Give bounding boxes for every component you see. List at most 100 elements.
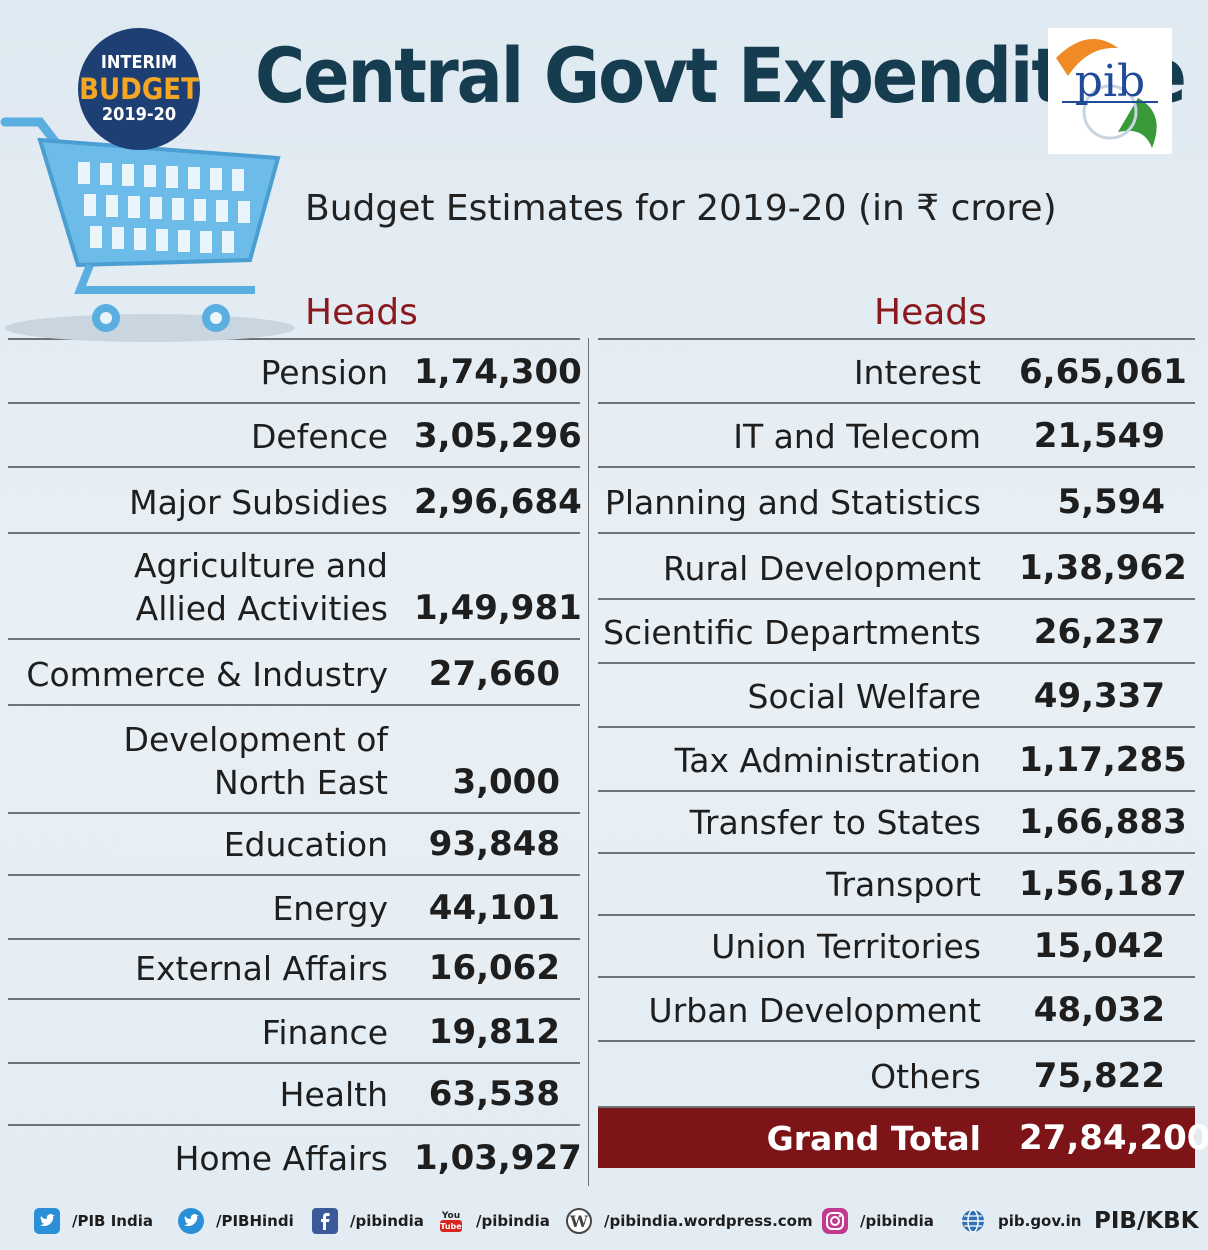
svg-text:You: You (441, 1211, 460, 1221)
table-row: Others 75,822 (598, 1042, 1195, 1108)
footer-link-text: /pibindia (860, 1212, 934, 1230)
table-row: Finance 19,812 (8, 1000, 580, 1064)
footer-link-youtube[interactable]: You Tube /pibindia (438, 1208, 550, 1234)
head-label: Planning and Statistics (604, 483, 981, 522)
head-label: Others (870, 1057, 981, 1096)
head-value: 19,812 (428, 1012, 560, 1052)
footer-link-facebook[interactable]: /pibindia (312, 1208, 424, 1234)
head-value: 49,337 (1033, 676, 1165, 716)
head-value: 1,17,285 (1019, 740, 1187, 780)
svg-text:Tube: Tube (440, 1222, 462, 1231)
head-value: 75,822 (1033, 1056, 1165, 1096)
table-row: Urban Development 48,032 (598, 978, 1195, 1042)
footer-link-twitter-pib-india[interactable]: /PIB India (34, 1208, 153, 1234)
table-row: Home Affairs 1,03,927 (8, 1126, 582, 1188)
head-value: 3,05,296 (414, 416, 582, 456)
head-value: 15,042 (1033, 926, 1165, 966)
head-label: Pension (260, 353, 388, 392)
footer-link-instagram[interactable]: /pibindia (822, 1208, 934, 1234)
table-row: Scientific Departments 26,237 (598, 600, 1195, 664)
table-row: Transport 1,56,187 (598, 854, 1195, 916)
head-value: 1,49,981 (414, 588, 582, 628)
facebook-icon (312, 1208, 338, 1234)
head-label: Scientific Departments (603, 613, 981, 652)
head-label: Rural Development (663, 549, 981, 588)
head-label: Agriculture and Allied Activities (133, 546, 388, 628)
grand-total-row: Grand Total 27,84,200 (598, 1108, 1208, 1168)
table-row: Social Welfare 49,337 (598, 664, 1195, 728)
footer-link-text: /pibindia (476, 1212, 550, 1230)
head-label: Development of North East (123, 720, 388, 802)
head-value: 21,549 (1033, 416, 1165, 456)
head-label: Energy (272, 889, 388, 928)
table-row: Planning and Statistics 5,594 (598, 468, 1195, 534)
svg-text:W: W (569, 1212, 589, 1231)
footer-link-wordpress[interactable]: W /pibindia.wordpress.com (566, 1208, 813, 1234)
table-row: Education 93,848 (8, 814, 580, 876)
head-label: Transport (826, 865, 981, 904)
credit-text: PIB/KBK (1094, 1208, 1199, 1234)
head-label: Defence (251, 417, 388, 456)
footer-link-twitter-pib-hindi[interactable]: /PIBHindi (178, 1208, 294, 1234)
pib-logo: pib (1048, 28, 1172, 154)
table-row: Agriculture and Allied Activities 1,49,98… (8, 534, 582, 640)
head-value: 1,38,962 (1019, 548, 1187, 588)
table-row: Rural Development 1,38,962 (598, 534, 1195, 600)
table-row: Tax Administration 1,17,285 (598, 728, 1195, 792)
head-label: Social Welfare (747, 677, 981, 716)
footer-link-text: /PIBHindi (216, 1212, 294, 1230)
head-value: 44,101 (428, 888, 560, 928)
badge-line-3: 2019-20 (101, 104, 177, 125)
head-label: Union Territories (711, 927, 981, 966)
badge-line-1: INTERIM (100, 52, 178, 73)
head-label: Finance (261, 1013, 388, 1052)
head-value: 16,062 (428, 948, 560, 988)
shopping-cart-icon (0, 117, 295, 342)
table-row: Union Territories 15,042 (598, 916, 1195, 978)
globe-icon (962, 1209, 984, 1233)
footer-link-text: /pibindia (350, 1212, 424, 1230)
right-expenditure-table: Interest 6,65,061 IT and Telecom 21,549 Pl… (598, 338, 1208, 1168)
head-value: 63,538 (428, 1074, 560, 1114)
page-title: Central Govt Expenditure (255, 31, 1187, 120)
head-value: 1,66,883 (1019, 802, 1187, 842)
head-label: Education (223, 825, 388, 864)
twitter-icon (34, 1208, 60, 1234)
table-row: Development of North East 3,000 (8, 706, 580, 814)
twitter-icon (178, 1208, 204, 1234)
head-label: Home Affairs (174, 1139, 388, 1178)
wordpress-icon: W (566, 1208, 592, 1234)
footer-link-website[interactable]: pib.gov.in (960, 1208, 1081, 1234)
head-value: 6,65,061 (1019, 352, 1187, 392)
head-label: Major Subsidies (129, 483, 388, 522)
logo-text: pib (1075, 56, 1145, 107)
right-heads-label: Heads (874, 292, 987, 333)
head-label: Transfer to States (689, 803, 981, 842)
table-row: Pension 1,74,300 (8, 340, 582, 404)
footer-link-text: /pibindia.wordpress.com (604, 1212, 813, 1230)
table-row: Major Subsidies 2,96,684 (8, 468, 582, 534)
table-row: Health 63,538 (8, 1064, 580, 1126)
head-label: Health (279, 1075, 388, 1114)
footer-link-text: /PIB India (72, 1212, 153, 1230)
head-value: 93,848 (428, 824, 560, 864)
social-footer: /PIB India /PIBHindi /pibindia You Tube /… (0, 1196, 1208, 1250)
head-value: 1,74,300 (414, 352, 582, 392)
head-label: External Affairs (135, 949, 388, 988)
head-value: 1,03,927 (414, 1138, 582, 1178)
table-row: IT and Telecom 21,549 (598, 404, 1195, 468)
head-value: 26,237 (1033, 612, 1165, 652)
head-label: Interest (853, 353, 981, 392)
table-row: Interest 6,65,061 (598, 340, 1195, 404)
column-divider (588, 338, 589, 1186)
head-value: 5,594 (1057, 482, 1165, 522)
left-heads-label: Heads (305, 292, 418, 333)
table-row: Defence 3,05,296 (8, 404, 582, 468)
badge-line-2: BUDGET (79, 72, 199, 106)
left-expenditure-table: Pension 1,74,300 Defence 3,05,296 Major Su… (8, 338, 582, 1188)
instagram-icon (822, 1208, 848, 1234)
head-label: Commerce & Industry (26, 655, 388, 694)
table-row: External Affairs 16,062 (8, 940, 580, 1000)
head-value: 3,000 (452, 762, 560, 802)
